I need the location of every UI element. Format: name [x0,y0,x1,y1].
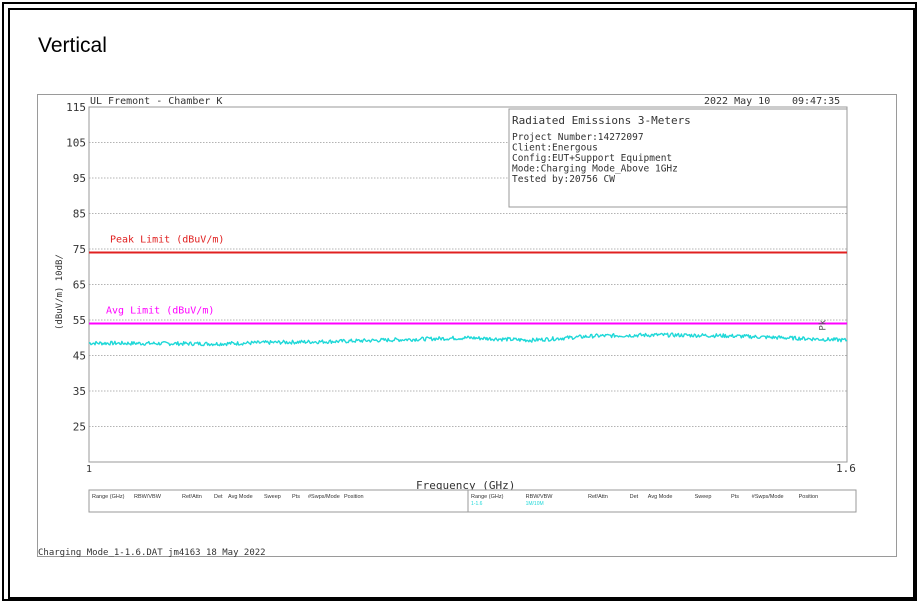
table-header: Sweep [264,494,281,500]
x-tick-right: 1.6 [836,462,856,475]
table-header: #Swps/Mode [752,494,784,500]
page-heading: Vertical [38,34,107,57]
table-header: #Swps/Mode [308,494,340,500]
time-label: 09:47:35 [792,96,840,107]
table-header: RBW/VBW [526,494,554,500]
x-axis-label: Frequency (GHz) [416,479,515,492]
table-header: Range (GHz) [92,494,125,500]
table-cell: 1-1.6 [471,501,483,507]
table-header: Range (GHz) [471,494,504,500]
table-header: Position [344,494,364,500]
table-header: Avg Mode [648,494,673,500]
info-line: Client:Energous [512,143,598,154]
avg-limit-label: Avg Limit (dBuV/m) [106,306,214,317]
info-box [508,108,848,208]
x-tick-left: 1 [86,464,92,475]
table-headers-right: Range (GHz) RBW/VBW Ref/Attn Det Avg Mode Swe… [471,494,818,500]
y-tick-label: 65 [73,279,86,292]
y-tick-label: 45 [73,350,86,363]
table-header: Pts [731,494,739,500]
table-header: RBW/VBW [134,494,162,500]
table-header: Ref/Attn [182,494,202,500]
y-tick-label: 35 [73,385,86,398]
emission-trace [88,332,848,347]
table-header: Pts [292,494,300,500]
info-line: Config:EUT+Support Equipment [512,153,672,164]
date-label: 2022 May 10 [704,96,770,107]
table-row-values: 1-1.6 1M/10M [471,501,544,507]
y-tick-label: 25 [73,421,86,434]
info-line: Project Number:14272097 [512,132,644,143]
y-axis-label: (dBuV/m) 10dB/ [55,254,65,330]
y-tick-label: 75 [73,243,86,256]
table-headers-left: Range (GHz) RBW/VBW Ref/Attn Det Avg Mode Swe… [92,494,364,500]
table-header: Sweep [695,494,712,500]
y-tick-label: 85 [73,208,86,221]
trace-label: Pk [819,319,829,330]
table-header: Position [799,494,819,500]
settings-table [88,489,857,513]
inner-frame [8,8,915,599]
chart-panel [37,94,897,557]
info-title: Radiated Emissions 3-Meters [512,114,691,127]
info-line: Mode:Charging Mode_Above 1GHz [512,164,678,175]
peak-limit-label: Peak Limit (dBuV/m) [110,235,224,246]
footer-filename: Charging Mode_1-1.6.DAT jm4163 18 May 20… [38,548,266,558]
y-tick-labels: 115 105 95 85 75 65 55 45 35 25 [66,101,86,434]
grid-lines [89,106,847,427]
table-header: Det [214,494,223,500]
y-tick-label: 115 [66,101,86,114]
table-header: Ref/Attn [588,494,608,500]
lab-name: UL Fremont - Chamber K [90,96,222,107]
info-lines: Project Number:14272097Client:EnergousCo… [512,132,678,185]
y-tick-label: 55 [73,314,86,327]
y-tick-label: 95 [73,172,86,185]
table-header: Avg Mode [228,494,253,500]
y-tick-label: 105 [66,137,86,150]
table-cell: 1M/10M [526,501,544,507]
info-line: Tested by:20756 CW [512,174,615,185]
table-header: Det [630,494,639,500]
outer-frame [2,2,917,601]
